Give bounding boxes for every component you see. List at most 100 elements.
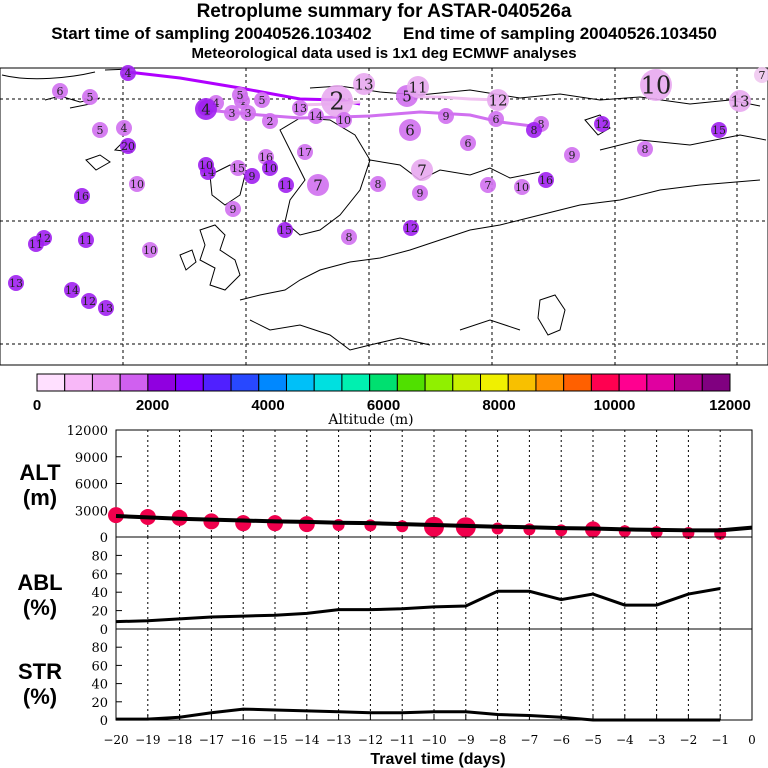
cluster-marker [277, 222, 293, 238]
colorbar-swatches [36, 373, 731, 392]
cluster-marker [230, 160, 246, 176]
x-tick-label: −17 [199, 733, 224, 747]
colorbar-swatch [507, 373, 537, 392]
cluster-marker [438, 108, 454, 124]
cluster-label: 9 [230, 203, 237, 216]
cluster-label: 10 [515, 181, 529, 194]
x-tick-label: −4 [616, 733, 634, 747]
x-tick-label: −10 [421, 733, 446, 747]
cluster-marker [526, 122, 542, 138]
x-tick-label: −8 [489, 733, 507, 747]
cluster-marker [370, 176, 386, 192]
cluster-label: 6 [405, 121, 415, 139]
coastline-faroe [209, 164, 246, 206]
x-tick-label: −20 [103, 733, 128, 747]
colorbar-swatch [701, 373, 731, 392]
cluster-label: 10 [199, 159, 213, 172]
cluster-label: 16 [75, 190, 89, 203]
cluster-label: 3 [229, 107, 236, 120]
x-tick-label: −7 [521, 733, 539, 747]
cluster-label: 13 [293, 102, 307, 115]
colorbar-swatch [452, 373, 482, 392]
colorbar-swatch [64, 373, 93, 392]
cluster-label: 15 [278, 224, 292, 237]
panel-label: ALT [19, 460, 61, 485]
cluster-marker [297, 144, 313, 160]
cluster-marker [711, 122, 727, 138]
colorbar-swatch [285, 373, 315, 392]
cluster-marker [487, 89, 509, 111]
cluster-label: 12 [488, 91, 507, 109]
cluster-label: 12 [404, 222, 418, 235]
x-axis-label: Travel time (days) [370, 751, 505, 768]
colorbar-swatch [36, 373, 66, 392]
x-tick-label: −19 [135, 733, 160, 747]
cluster-marker [120, 65, 136, 81]
colorbar-swatch [91, 373, 121, 392]
page-title: Retroplume summary for ASTAR-040526a [196, 1, 572, 22]
cluster-label: 9 [443, 110, 450, 123]
cluster-label: 4 [121, 122, 128, 135]
cluster-marker [412, 185, 428, 201]
colorbar-swatch [147, 373, 177, 392]
colorbar-tick-label: 2000 [136, 397, 169, 414]
cluster-label: 9 [249, 170, 256, 183]
cluster-marker [240, 105, 256, 121]
cluster-label: 15 [231, 162, 245, 175]
cluster-marker [640, 69, 672, 101]
panel-label: STR [18, 659, 62, 684]
cluster-label: 6 [465, 137, 472, 150]
cluster-marker [198, 157, 214, 173]
cluster-marker [120, 138, 136, 154]
cluster-marker [321, 85, 353, 117]
coastline-kola [369, 159, 541, 181]
y-tick-label: 9000 [75, 451, 108, 466]
cluster-label: 16 [539, 174, 553, 187]
x-tick-label: −5 [584, 733, 602, 747]
cluster-label: 13 [730, 92, 749, 110]
cluster-marker [81, 293, 97, 309]
cluster-label: 10 [263, 162, 277, 175]
colorbar-swatch [424, 373, 454, 392]
cluster-marker [225, 201, 241, 217]
y-tick-label: 80 [91, 641, 108, 656]
colorbar-swatch [341, 373, 371, 392]
cluster-label: 20 [121, 140, 135, 153]
colorbar-swatch [480, 373, 509, 392]
cluster-marker [308, 108, 324, 124]
cluster-marker [480, 177, 496, 193]
y-tick-label: 0 [100, 623, 108, 638]
cluster-marker [52, 83, 68, 99]
cluster-label: 6 [493, 113, 500, 126]
coastline-caspian [537, 294, 566, 336]
colorbar-axis-label: Altitude (m) [327, 412, 413, 428]
colorbar-tick-label: 6000 [367, 397, 400, 414]
panel-unit: (%) [23, 684, 57, 709]
x-tick-label: −2 [680, 733, 698, 747]
coastline-europe [239, 179, 761, 301]
cluster-label: 5 [87, 91, 94, 104]
x-tick-label: −13 [326, 733, 351, 747]
cluster-label: 10 [641, 71, 672, 99]
cluster-label: 7 [759, 69, 766, 82]
colorbar-tick-label: 4000 [251, 397, 284, 414]
colorbar-swatch [618, 373, 648, 392]
cluster-marker [594, 116, 610, 132]
colorbar-swatch [563, 373, 592, 392]
y-tick-label: 20 [91, 696, 108, 711]
colorbar-tick-label: 12000 [709, 397, 751, 414]
x-tick-label: −12 [358, 733, 383, 747]
cluster-marker [407, 76, 429, 98]
map-frame [0, 67, 768, 366]
x-tick-label: −15 [262, 733, 287, 747]
cluster-marker [262, 113, 278, 129]
cluster-label: 5 [97, 124, 104, 137]
coastline-arctic-ocean [309, 85, 761, 107]
cluster-label: 7 [417, 161, 427, 179]
y-tick-label: 40 [91, 678, 108, 693]
cluster-label: 4 [201, 100, 211, 118]
panel-label: ABL [17, 570, 62, 595]
cluster-marker [564, 147, 580, 163]
cluster-label: 12 [595, 118, 609, 131]
